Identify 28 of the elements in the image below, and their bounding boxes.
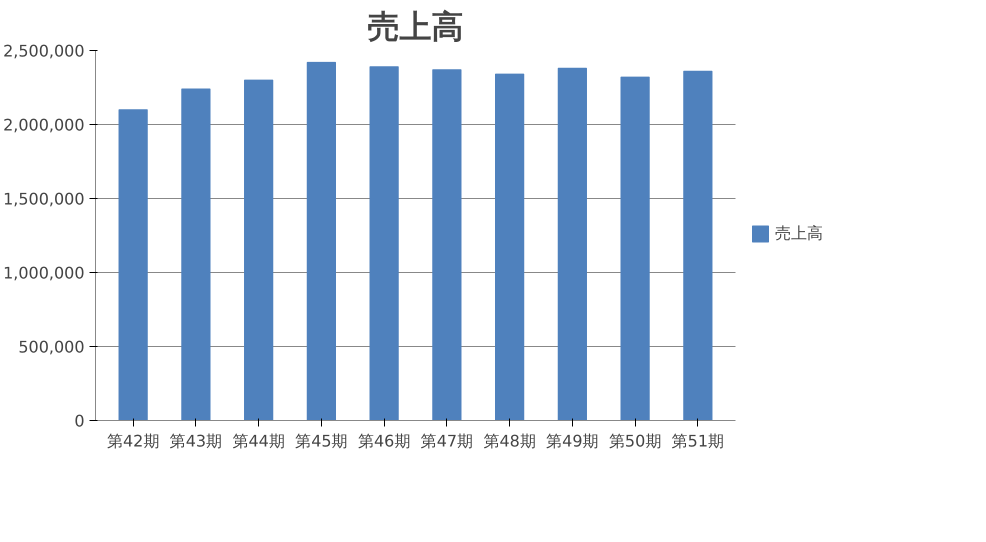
bar [683,70,712,420]
bar [118,109,148,420]
bar [558,68,587,420]
x-tick-label: 第45期 [295,432,348,450]
x-tick-label: 第49期 [546,432,599,450]
y-tick-label: 0 [74,412,85,430]
x-tick-label: 第48期 [483,432,536,450]
x-tick-label: 第44期 [232,432,285,450]
bar [495,74,524,420]
bar [432,69,462,420]
bar [306,62,336,420]
x-tick-label: 第43期 [170,432,222,450]
bar [181,88,211,420]
legend-label: 売上高 [775,223,823,244]
y-tick-label: 500,000 [18,338,85,356]
bar [620,76,650,420]
x-tick-label: 第42期 [106,432,160,450]
y-tick-label: 2,500,000 [3,42,85,60]
bar [244,80,274,420]
x-tick-label: 第50期 [608,432,662,450]
bar [370,66,399,420]
x-tick-label: 第47期 [420,432,474,450]
x-tick-label: 第51期 [672,432,724,450]
chart-title: 売上高 [368,8,464,46]
y-tick-label: 1,500,000 [3,190,85,208]
y-tick-label: 2,000,000 [3,116,85,134]
x-tick-label: 第46期 [358,432,410,450]
y-tick-label: 1,000,000 [3,264,85,282]
